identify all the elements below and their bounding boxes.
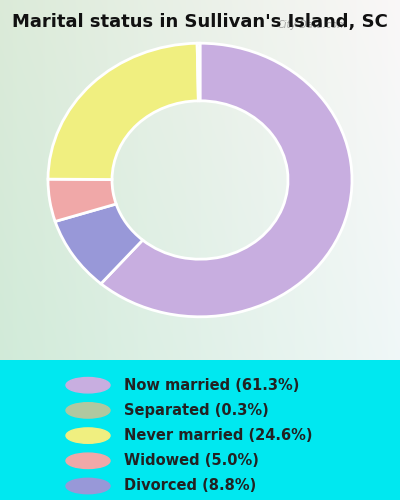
Text: Now married (61.3%): Now married (61.3%) <box>124 378 299 392</box>
Wedge shape <box>48 43 198 180</box>
Wedge shape <box>197 43 200 101</box>
Circle shape <box>66 428 110 444</box>
Circle shape <box>66 378 110 393</box>
Wedge shape <box>101 43 352 317</box>
Text: Widowed (5.0%): Widowed (5.0%) <box>124 454 259 468</box>
Circle shape <box>66 478 110 494</box>
Circle shape <box>66 453 110 468</box>
Wedge shape <box>55 204 143 284</box>
Text: Separated (0.3%): Separated (0.3%) <box>124 403 269 418</box>
Text: City-Data.com: City-Data.com <box>277 20 347 30</box>
Text: Marital status in Sullivan's Island, SC: Marital status in Sullivan's Island, SC <box>12 12 388 30</box>
Text: Divorced (8.8%): Divorced (8.8%) <box>124 478 256 494</box>
Circle shape <box>66 402 110 418</box>
Wedge shape <box>48 179 116 222</box>
Text: Never married (24.6%): Never married (24.6%) <box>124 428 312 443</box>
